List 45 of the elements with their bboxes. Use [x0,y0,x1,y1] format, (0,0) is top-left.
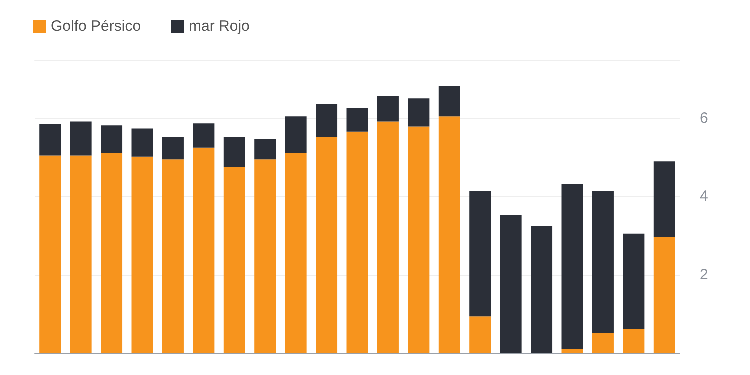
bar [531,226,553,353]
bar [193,124,215,148]
bar [654,162,676,237]
bar [162,136,184,160]
bar [70,156,92,353]
bar [500,215,522,353]
bar [562,184,584,350]
bar [285,152,307,353]
bar [623,329,645,353]
legend-label: mar Rojo [189,18,250,35]
bar [316,136,338,353]
bar [101,152,123,353]
bar [654,236,676,353]
bar [132,156,154,353]
bar [193,148,215,353]
y-tick-label: 2 [700,266,708,284]
bar [408,98,430,127]
bar [438,86,460,117]
bar [470,316,492,353]
bar [346,132,368,353]
bar [592,333,614,353]
bar [101,126,123,153]
bar [377,122,399,353]
bar [592,191,614,334]
bar [285,116,307,153]
bar [623,234,645,330]
bar [254,139,276,160]
bar [438,116,460,353]
bar [254,160,276,353]
bar [132,128,154,157]
bar [562,349,584,353]
bar [346,108,368,132]
bar [470,191,492,317]
bar [377,96,399,122]
bar [40,124,62,156]
bar [40,156,62,353]
bar [70,122,92,156]
bar [224,136,246,168]
bar [408,126,430,353]
bar [224,167,246,353]
bar [316,104,338,137]
legend-label: Golfo Pérsico [51,18,142,35]
bar [162,160,184,353]
y-tick-label: 6 [700,110,708,128]
y-tick-label: 4 [700,188,708,206]
